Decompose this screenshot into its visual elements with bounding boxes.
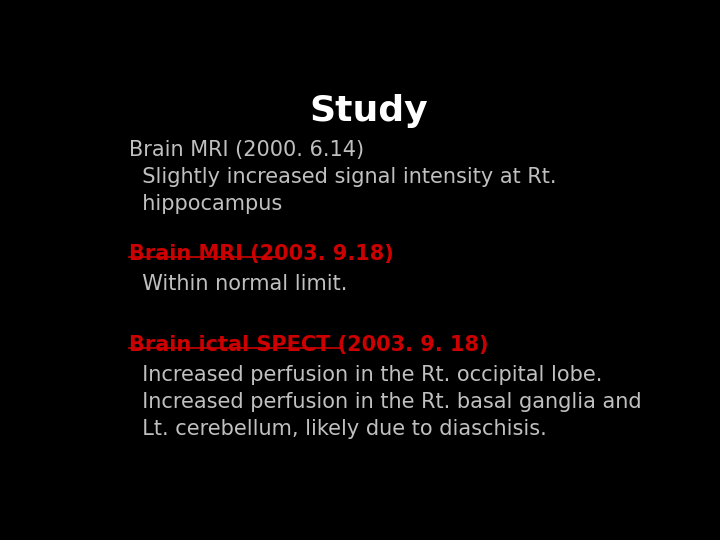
Text: Study: Study [310,94,428,128]
Text: Brain ictal SPECT (2003. 9. 18): Brain ictal SPECT (2003. 9. 18) [129,335,489,355]
Text: Lt. cerebellum, likely due to diaschisis.: Lt. cerebellum, likely due to diaschisis… [129,419,546,439]
Text: hippocampus: hippocampus [129,194,282,214]
Text: Brain MRI (2003. 9.18): Brain MRI (2003. 9.18) [129,244,394,264]
Text: Increased perfusion in the Rt. occipital lobe.: Increased perfusion in the Rt. occipital… [129,365,603,385]
Text: Within normal limit.: Within normal limit. [129,274,348,294]
Text: Brain MRI (2000. 6.14): Brain MRI (2000. 6.14) [129,140,364,160]
Text: Slightly increased signal intensity at Rt.: Slightly increased signal intensity at R… [129,167,557,187]
Text: Increased perfusion in the Rt. basal ganglia and: Increased perfusion in the Rt. basal gan… [129,392,642,412]
